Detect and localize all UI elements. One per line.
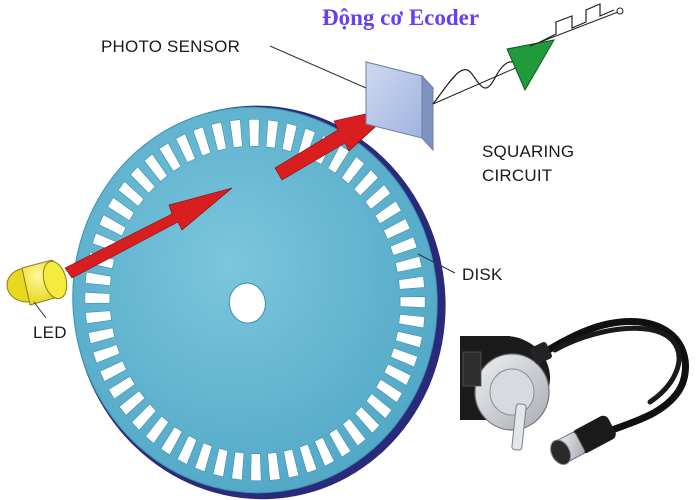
disk-slot (87, 327, 116, 344)
encoder-disk (72, 105, 446, 500)
encoder-cable-loop (552, 325, 682, 405)
led-lens (42, 260, 68, 300)
squaring-circuit-label-line2: CIRCUIT (482, 166, 552, 185)
disk-slot (364, 184, 392, 210)
disk-slot (84, 271, 112, 287)
disk-slot (131, 403, 157, 431)
disk-slot (354, 406, 381, 434)
disk-slot (314, 436, 335, 467)
beam-arrow-2 (274, 106, 399, 181)
disk-slot (117, 180, 145, 207)
disk-slot (229, 119, 243, 148)
disk-slot (118, 390, 146, 416)
sensor-side (421, 74, 434, 152)
disk-slot (328, 428, 352, 458)
disk-slot (399, 296, 426, 309)
disk-slot (160, 426, 183, 456)
led-label: LED (33, 323, 67, 342)
disk-slot (281, 122, 298, 153)
squaring-circuit-triangle (506, 39, 555, 92)
disk-slot (283, 448, 300, 479)
squaring-circuit-label-line1: SQUARING (482, 142, 574, 161)
diagram-title: Động cơ Ecoder (322, 5, 479, 30)
disk-slot (383, 218, 411, 240)
square-wave-output (539, 3, 615, 43)
connector-face (550, 439, 572, 466)
disk-label: DISK (462, 265, 503, 284)
m12-connector (550, 415, 616, 466)
photo-sensor-leader (269, 45, 367, 89)
encoder-face-ring (489, 368, 535, 416)
disk-slot (210, 121, 227, 152)
disk-slot (84, 291, 111, 304)
disk-slot (98, 214, 127, 237)
disk-slot (395, 330, 423, 349)
disk-slot (248, 118, 260, 147)
disk-slot (145, 415, 170, 444)
disk-slot (107, 196, 135, 222)
disk-slot (231, 451, 245, 481)
disk-slot (108, 375, 136, 400)
disk-slot (383, 363, 412, 386)
disk-slot (99, 360, 127, 382)
disk-slot (143, 153, 168, 183)
encoder-label-patch (462, 351, 482, 387)
photo-sensor (364, 61, 435, 152)
disk-slot (365, 393, 393, 420)
led-leader (33, 301, 47, 319)
disk-slot (389, 236, 418, 256)
disk-leader (417, 253, 456, 274)
disk-slot (176, 435, 198, 465)
connector-body (572, 415, 616, 454)
disk-slot (375, 378, 403, 404)
photo-sensor-label: PHOTO SENSOR (101, 37, 240, 56)
beam-arrow-1 (64, 187, 233, 279)
disk-slot (390, 347, 419, 368)
disk-slot (340, 156, 365, 185)
disk-slot (398, 313, 426, 329)
disk-slot (129, 166, 156, 194)
output-terminal (616, 7, 624, 15)
disk-slot (85, 310, 112, 324)
encoder-cable (536, 318, 689, 434)
sensor-face (365, 61, 423, 139)
disk-slot (342, 417, 367, 447)
disk-slot (267, 452, 281, 481)
output-wire (529, 11, 619, 47)
encoder-shaft (511, 403, 527, 451)
disk-slot (92, 344, 121, 364)
disk-slot (398, 276, 425, 290)
encoder-cable-gland (530, 342, 552, 364)
light-beam (64, 106, 399, 279)
disk-slot (212, 447, 229, 478)
rotary-encoder-product (460, 318, 689, 466)
disk-slot (192, 126, 211, 157)
disk-slot (299, 443, 318, 474)
disk-slot (394, 256, 423, 273)
disk-slot (250, 453, 262, 482)
disk-slot (353, 169, 379, 197)
sensor-output-wire (432, 65, 521, 105)
disk-slot (374, 200, 402, 225)
disk-slot (194, 442, 213, 473)
disk-slot (265, 119, 279, 149)
analog-waveform (432, 61, 521, 105)
disk-center-hole (228, 282, 266, 324)
disk-slot (175, 133, 196, 164)
disk-slot (158, 142, 182, 172)
led-emitter (6, 259, 68, 306)
